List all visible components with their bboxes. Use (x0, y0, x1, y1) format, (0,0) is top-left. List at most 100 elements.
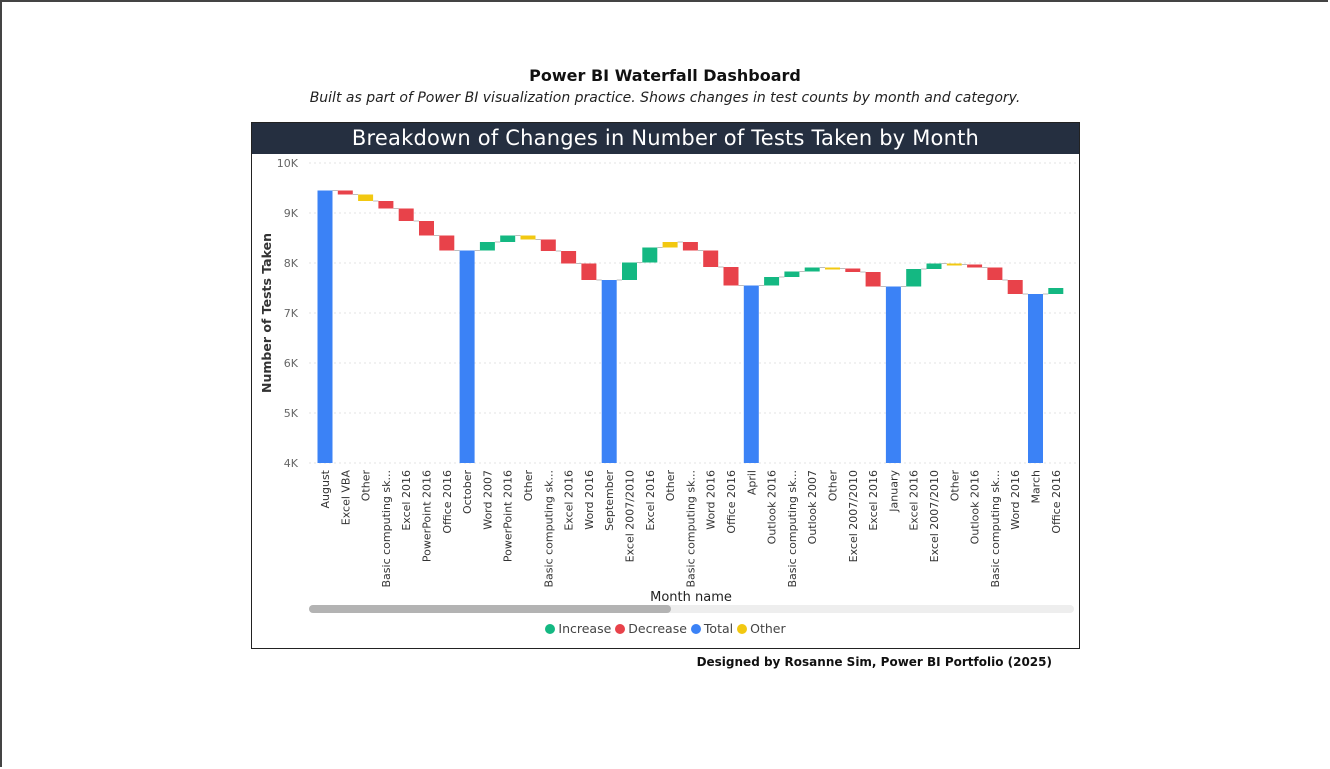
x-tick-label: March (1030, 470, 1043, 504)
waterfall-bar-other (825, 267, 840, 270)
x-tick-label: Word 2007 (481, 470, 494, 530)
waterfall-bar-increase (479, 242, 495, 251)
waterfall-chart-card: Breakdown of Changes in Number of Tests … (251, 122, 1080, 649)
y-tick-label: 5K (284, 407, 299, 420)
waterfall-bar-increase (642, 247, 658, 263)
y-tick-label: 10K (277, 157, 299, 170)
y-tick-label: 8K (284, 257, 299, 270)
x-tick-label: Excel 2007/2010 (624, 470, 637, 562)
x-tick-label: PowerPoint 2016 (421, 470, 434, 562)
page-title: Power BI Waterfall Dashboard (529, 66, 801, 85)
waterfall-bar-increase (804, 267, 820, 272)
x-tick-label: Basic computing sk... (380, 470, 393, 587)
x-tick-label: Office 2016 (725, 470, 738, 534)
x-tick-label: Word 2016 (1009, 470, 1022, 530)
chart-legend: Increase Decrease Total Other (252, 621, 1079, 636)
waterfall-bar-increase (622, 262, 637, 280)
waterfall-bar-decrease (865, 272, 881, 287)
waterfall-bar-decrease (845, 268, 861, 272)
legend-dot-icon (615, 624, 626, 634)
waterfall-bar-decrease (540, 239, 556, 251)
y-tick-label: 7K (284, 307, 299, 320)
waterfall-bar-other (946, 263, 962, 266)
x-tick-label: Excel 2007/2010 (847, 470, 860, 562)
waterfall-bar-decrease (723, 267, 739, 286)
waterfall-bar-decrease (337, 190, 353, 195)
x-tick-label: October (461, 470, 474, 514)
x-axis-title: Month name (650, 590, 732, 605)
legend-dot-icon (690, 624, 701, 634)
x-tick-label: Excel 2016 (644, 470, 657, 531)
waterfall-bar-total (459, 250, 475, 463)
waterfall-bar-decrease (378, 201, 394, 209)
x-tick-label: Outlook 2016 (969, 470, 982, 544)
x-tick-label: Excel 2007/2010 (928, 470, 941, 562)
x-tick-label: Basic computing sk... (989, 470, 1002, 587)
waterfall-bar-increase (906, 269, 922, 287)
x-tick-label: Office 2016 (1050, 470, 1063, 534)
waterfall-chart: 4K 5K 6K 7K 8K 9K 10K Number of Tests Taken Augu… (259, 157, 1078, 605)
legend-label: Decrease (628, 621, 687, 636)
waterfall-bar-total (317, 190, 333, 463)
waterfall-bar-other (358, 194, 374, 201)
waterfall-bar-increase (1048, 288, 1064, 294)
x-tick-label: August (319, 469, 332, 508)
waterfall-bar-decrease (682, 242, 698, 251)
waterfall-bar-other (662, 242, 678, 248)
x-tick-label: Basic computing sk... (786, 470, 799, 587)
waterfall-bar-decrease (1007, 280, 1023, 294)
x-tick-label: Excel 2016 (563, 470, 576, 531)
waterfall-bar-total (1028, 294, 1043, 463)
x-tick-label: Other (948, 470, 961, 502)
legend-dot-icon (737, 624, 748, 634)
x-tick-label: Excel 2016 (908, 470, 921, 531)
waterfall-bar-total (601, 280, 617, 463)
page-subtitle: Built as part of Power BI visualization … (309, 90, 1021, 106)
y-tick-label: 6K (284, 357, 299, 370)
legend-item-total[interactable]: Total (690, 621, 734, 636)
legend-item-decrease[interactable]: Decrease (615, 621, 687, 636)
waterfall-bar-decrease (967, 264, 983, 268)
waterfall-bar-total (743, 285, 759, 463)
x-tick-label: Other (827, 470, 840, 502)
waterfall-bar-decrease (703, 250, 719, 267)
y-tick-label: 4K (284, 457, 299, 470)
waterfall-bar-decrease (561, 251, 577, 264)
x-tick-label: September (603, 470, 616, 531)
x-tick-label: April (745, 470, 758, 495)
waterfall-bar-increase (764, 277, 780, 286)
x-tick-label: Word 2016 (583, 470, 596, 530)
footer-credit: Designed by Rosanne Sim, Power BI Portfo… (696, 655, 1052, 669)
x-tick-label: Basic computing sk... (542, 470, 555, 587)
y-tick-label: 9K (284, 207, 299, 220)
x-tick-label: Word 2016 (705, 470, 718, 530)
x-tick-label: Excel 2016 (867, 470, 880, 531)
x-tick-label: Outlook 2007 (806, 470, 819, 544)
waterfall-bar-other (520, 235, 536, 240)
x-tick-label: Other (360, 470, 373, 502)
waterfall-bar-total (885, 286, 901, 463)
x-tick-label: Other (522, 470, 535, 502)
scrollbar-thumb[interactable] (309, 605, 671, 613)
waterfall-bar-decrease (987, 267, 1003, 280)
waterfall-bar-decrease (439, 235, 455, 251)
legend-label: Total (703, 621, 734, 636)
waterfall-bar-decrease (419, 221, 434, 236)
legend-label: Increase (558, 621, 612, 636)
legend-label: Other (750, 621, 786, 636)
x-tick-label: Office 2016 (441, 470, 454, 534)
waterfall-bar-increase (926, 263, 942, 269)
x-tick-label: Other (664, 470, 677, 502)
legend-dot-icon (545, 624, 556, 634)
legend-item-other[interactable]: Other (737, 621, 786, 636)
waterfall-bar-increase (784, 271, 800, 277)
chart-title: Breakdown of Changes in Number of Tests … (252, 123, 1079, 154)
waterfall-bar-increase (500, 235, 516, 242)
legend-item-increase[interactable]: Increase (545, 621, 611, 636)
x-tick-label: PowerPoint 2016 (502, 470, 515, 562)
x-tick-label: Basic computing sk... (684, 470, 697, 587)
horizontal-scrollbar[interactable] (309, 605, 1074, 613)
x-tick-label: January (887, 470, 900, 513)
y-axis-title: Number of Tests Taken (259, 233, 274, 393)
